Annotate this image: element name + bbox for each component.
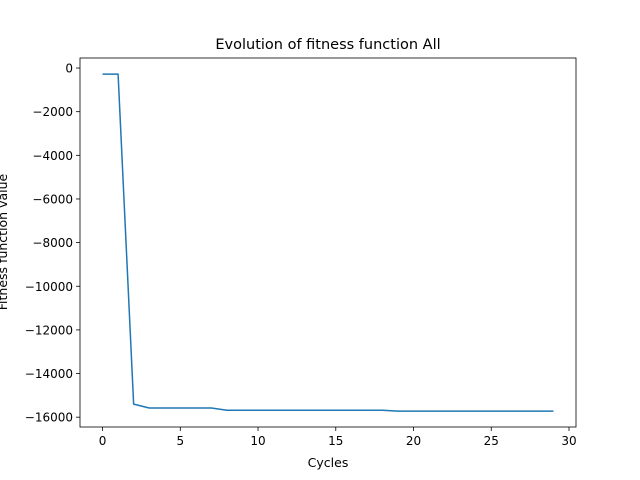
x-tick-label: 10 (250, 434, 265, 448)
y-tick-label: −16000 (25, 411, 73, 425)
x-tick-label: 0 (99, 434, 107, 448)
x-tick-label: 5 (176, 434, 184, 448)
x-tick-label: 30 (561, 434, 576, 448)
series-line-0 (102, 73, 554, 412)
y-tick-label: −4000 (32, 149, 73, 163)
x-tick-label: 25 (484, 434, 499, 448)
y-tick-label: −12000 (25, 323, 73, 337)
x-tick-label: 20 (406, 434, 421, 448)
y-tick-label: −2000 (32, 105, 73, 119)
y-tick-label: −14000 (25, 367, 73, 381)
x-tick-label: 15 (328, 434, 343, 448)
y-axis-label: Fitness function value (0, 173, 10, 310)
y-tick-label: −10000 (25, 280, 73, 294)
y-tick-label: −8000 (32, 236, 73, 250)
chart-title: Evolution of fitness function All (215, 37, 440, 53)
y-tick-label: 0 (65, 62, 73, 76)
y-tick-label: −6000 (32, 192, 73, 206)
plot-area: 0 5 10 15 20 25 30 0 −2000 −4000 −6000 −8000 −10000 −… (25, 57, 577, 448)
x-axis-label: Cycles (308, 455, 349, 470)
